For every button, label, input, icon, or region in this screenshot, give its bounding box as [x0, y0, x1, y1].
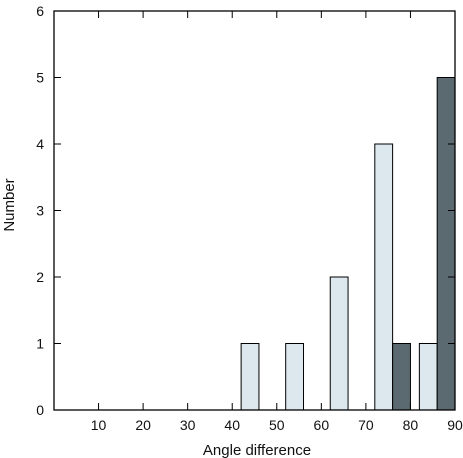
x-tick-label-40: 40: [224, 417, 240, 433]
x-tick-label-70: 70: [358, 417, 374, 433]
x-tick-label-50: 50: [269, 417, 285, 433]
y-tick-label-5: 5: [36, 70, 44, 86]
y-tick-label-1: 1: [36, 336, 44, 352]
bar-series-1-bin-40-50: [240, 343, 260, 411]
x-tick-label-30: 30: [180, 417, 196, 433]
bar-series-1-bin-70-80: [374, 143, 394, 411]
bar-series-2-bin-80-90: [436, 77, 456, 411]
y-tick-label-3: 3: [36, 203, 44, 219]
x-tick-label-20: 20: [135, 417, 151, 433]
x-tick-label-80: 80: [403, 417, 419, 433]
bar-series-1-bin-60-70: [329, 276, 349, 411]
y-tick-label-0: 0: [36, 402, 44, 418]
x-axis-title: Angle difference: [203, 442, 311, 458]
x-tick-label-10: 10: [91, 417, 107, 433]
y-tick-label-2: 2: [36, 269, 44, 285]
bar-series-2-bin-70-80: [392, 343, 411, 411]
x-tick-label-90: 90: [447, 417, 463, 433]
bar-series-1-bin-50-60: [285, 343, 305, 411]
y-tick-label-4: 4: [36, 136, 44, 152]
y-axis-title: Number: [1, 178, 18, 231]
y-tick-label-6: 6: [36, 3, 44, 19]
axes-layer: 10 20 30 40 50 60 70 80 90 0 1 2 3 4 5 6: [36, 3, 463, 433]
bar-series-1-bin-80-90: [418, 343, 438, 411]
bars-layer: [240, 77, 456, 411]
x-tick-label-60: 60: [314, 417, 330, 433]
